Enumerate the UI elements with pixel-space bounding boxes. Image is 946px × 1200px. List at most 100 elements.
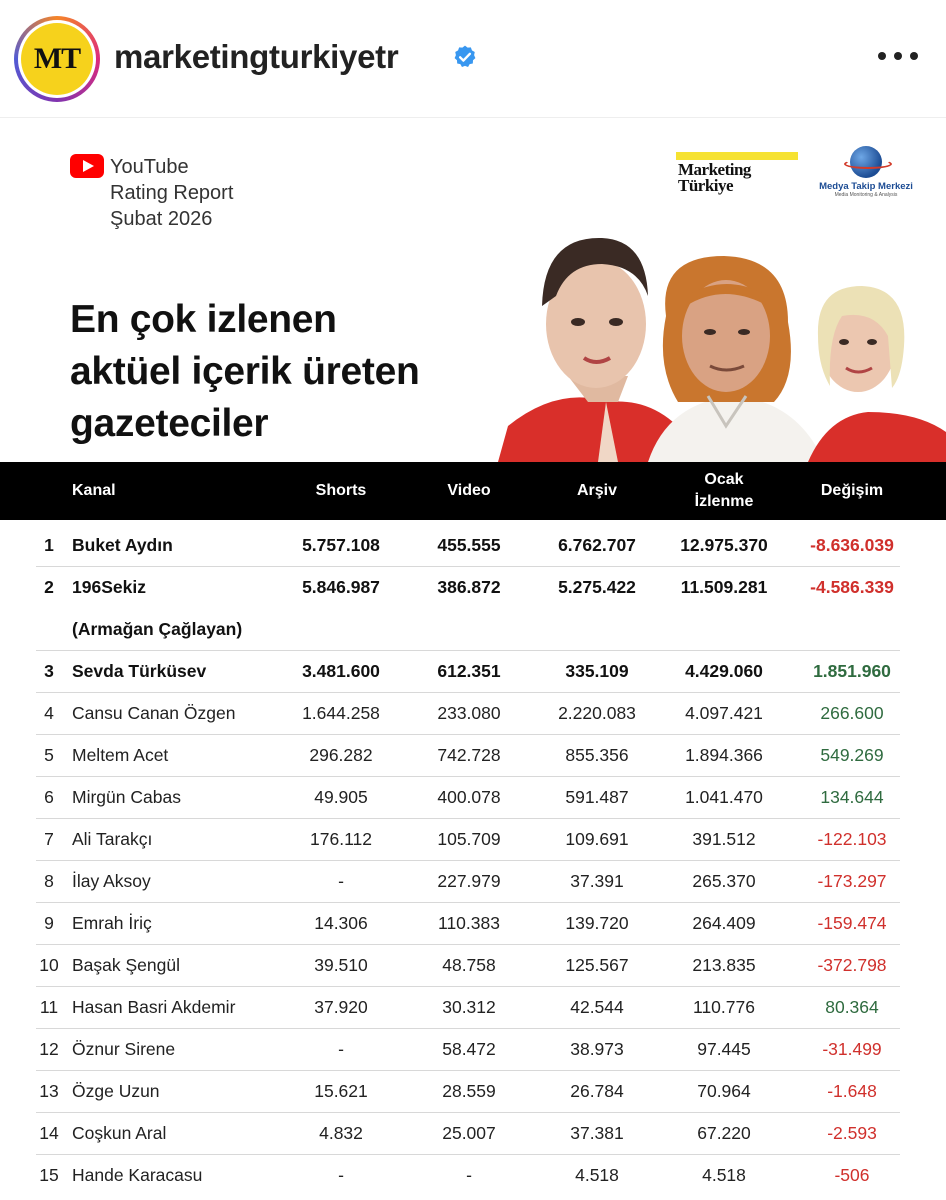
rank-cell: 1 bbox=[44, 534, 54, 555]
avatar[interactable]: MT bbox=[14, 16, 100, 102]
shorts-cell: - bbox=[338, 870, 344, 891]
channel-name-cell: İlay Aksoy bbox=[72, 870, 151, 891]
shorts-cell: 49.905 bbox=[314, 786, 368, 807]
arsiv-cell: 2.220.083 bbox=[558, 702, 636, 723]
degisim-cell: -159.474 bbox=[817, 912, 887, 933]
channel-name-cell: Hande Karacasu bbox=[72, 1164, 203, 1185]
ocak-izlenme-cell: 97.445 bbox=[697, 1038, 751, 1059]
arsiv-cell: 109.691 bbox=[565, 828, 629, 849]
row-divider bbox=[36, 650, 900, 651]
shorts-cell: 39.510 bbox=[314, 954, 368, 975]
mtm-logo-sub: Media Monitoring & Analysis bbox=[834, 192, 898, 198]
rank-cell: 9 bbox=[44, 912, 54, 933]
column-header-ocak: Ocak İzlenme bbox=[662, 462, 786, 520]
channel-name-cell: Buket Aydın bbox=[72, 534, 173, 555]
row-divider bbox=[36, 1028, 900, 1029]
portrait-left bbox=[498, 237, 704, 462]
ocak-izlenme-cell: 11.509.281 bbox=[680, 576, 768, 597]
video-cell: - bbox=[466, 1164, 472, 1185]
ocak-izlenme-cell: 265.370 bbox=[692, 870, 756, 891]
row-divider bbox=[36, 1112, 900, 1113]
marketing-turkiye-logo: Marketing Türkiye bbox=[676, 152, 798, 202]
report-line-3: Şubat 2026 bbox=[110, 208, 213, 230]
ocak-izlenme-cell: 70.964 bbox=[697, 1080, 751, 1101]
video-cell: 227.979 bbox=[437, 870, 501, 891]
table-row: 2 196Sekiz 5.846.987 386.872 5.275.422 11.509… bbox=[0, 566, 946, 651]
table-row: 4 Cansu Canan Özgen 1.644.258 233.080 2.220.… bbox=[0, 692, 946, 735]
row-divider bbox=[36, 1154, 900, 1155]
shorts-cell: 5.757.108 bbox=[302, 534, 380, 555]
video-cell: 742.728 bbox=[437, 744, 501, 765]
degisim-cell: -372.798 bbox=[817, 954, 887, 975]
arsiv-cell: 42.544 bbox=[570, 996, 624, 1017]
shorts-cell: 14.306 bbox=[314, 912, 368, 933]
row-divider bbox=[36, 944, 900, 945]
arsiv-cell: 26.784 bbox=[570, 1080, 624, 1101]
video-cell: 48.758 bbox=[442, 954, 496, 975]
shorts-cell: - bbox=[338, 1164, 344, 1185]
column-header-ocak-line-1: Ocak bbox=[704, 471, 744, 488]
shorts-cell: 3.481.600 bbox=[302, 660, 380, 681]
degisim-cell: -1.648 bbox=[827, 1080, 877, 1101]
headline-line-3: gazeteciler bbox=[70, 402, 269, 445]
channel-subname-cell: (Armağan Çağlayan) bbox=[72, 618, 243, 639]
shorts-cell: - bbox=[338, 1038, 344, 1059]
row-divider bbox=[36, 776, 900, 777]
ocak-izlenme-cell: 4.429.060 bbox=[685, 660, 763, 681]
table-body: 1 Buket Aydın 5.757.108 455.555 6.762.707 12.… bbox=[0, 524, 946, 1196]
row-divider bbox=[36, 986, 900, 987]
video-cell: 105.709 bbox=[437, 828, 501, 849]
table-row: 10 Başak Şengül 39.510 48.758 125.567 213.835… bbox=[0, 944, 946, 987]
report-title: YouTube Rating Report Şubat 2026 bbox=[110, 154, 233, 232]
username-link[interactable]: marketingturkiyetr bbox=[114, 38, 399, 75]
channel-name-cell: Özge Uzun bbox=[72, 1080, 160, 1101]
table-row: 12 Öznur Sirene - 58.472 38.973 97.445 -31.499 bbox=[0, 1028, 946, 1071]
shorts-cell: 176.112 bbox=[310, 828, 372, 849]
medya-takip-merkezi-logo: Medya Takip Merkezi Media Monitoring & A… bbox=[816, 146, 916, 202]
rank-cell: 3 bbox=[44, 660, 54, 681]
row-divider bbox=[36, 902, 900, 903]
degisim-cell: -31.499 bbox=[822, 1038, 882, 1059]
video-cell: 233.080 bbox=[437, 702, 501, 723]
report-line-1: YouTube bbox=[110, 156, 189, 178]
table-row: 15 Hande Karacasu - - 4.518 4.518 -506 bbox=[0, 1154, 946, 1196]
table-row: 8 İlay Aksoy - 227.979 37.391 265.370 -173.297 bbox=[0, 860, 946, 903]
table-row: 13 Özge Uzun 15.621 28.559 26.784 70.964 -1.64… bbox=[0, 1070, 946, 1113]
rank-cell: 11 bbox=[39, 996, 59, 1017]
channel-name-cell: Mirgün Cabas bbox=[72, 786, 181, 807]
row-divider bbox=[36, 1070, 900, 1071]
table-row: 7 Ali Tarakçı 176.112 105.709 109.691 391.512… bbox=[0, 818, 946, 861]
column-header-kanal: Kanal bbox=[72, 482, 116, 499]
column-header-video: Video bbox=[447, 482, 491, 499]
video-cell: 612.351 bbox=[437, 660, 501, 681]
rank-cell: 2 bbox=[44, 576, 54, 597]
rank-cell: 12 bbox=[39, 1038, 59, 1059]
headline-line-2: aktüel içerik üreten bbox=[70, 350, 420, 393]
ocak-izlenme-cell: 4.097.421 bbox=[685, 702, 763, 723]
channel-name-cell: Başak Şengül bbox=[72, 954, 180, 975]
report-line-2: Rating Report bbox=[110, 182, 234, 204]
column-header-arsiv: Arşiv bbox=[576, 482, 618, 499]
rank-cell: 13 bbox=[39, 1080, 59, 1101]
degisim-cell: -4.586.339 bbox=[810, 576, 894, 597]
ocak-izlenme-cell: 391.512 bbox=[692, 828, 756, 849]
channel-name-cell: Emrah İriç bbox=[72, 912, 152, 933]
youtube-icon bbox=[70, 154, 104, 178]
arsiv-cell: 125.567 bbox=[565, 954, 629, 975]
arsiv-cell: 5.275.422 bbox=[558, 576, 636, 597]
ocak-izlenme-cell: 12.975.370 bbox=[680, 534, 768, 555]
channel-name-cell: Sevda Türküsev bbox=[72, 660, 207, 681]
shorts-cell: 4.832 bbox=[319, 1122, 363, 1143]
channel-name-cell: 196Sekiz bbox=[72, 576, 146, 597]
more-options-icon[interactable] bbox=[878, 52, 918, 66]
arsiv-cell: 4.518 bbox=[575, 1164, 619, 1185]
arsiv-cell: 6.762.707 bbox=[558, 534, 636, 555]
channel-name-cell: Ali Tarakçı bbox=[72, 828, 153, 849]
headline: En çok izlenen aktüel içerik üreten gaze… bbox=[70, 294, 490, 450]
rank-cell: 14 bbox=[39, 1122, 59, 1143]
row-divider bbox=[36, 860, 900, 861]
video-cell: 28.559 bbox=[442, 1080, 496, 1101]
degisim-cell: -506 bbox=[834, 1164, 870, 1185]
arsiv-cell: 855.356 bbox=[565, 744, 629, 765]
degisim-cell: -2.593 bbox=[827, 1122, 877, 1143]
